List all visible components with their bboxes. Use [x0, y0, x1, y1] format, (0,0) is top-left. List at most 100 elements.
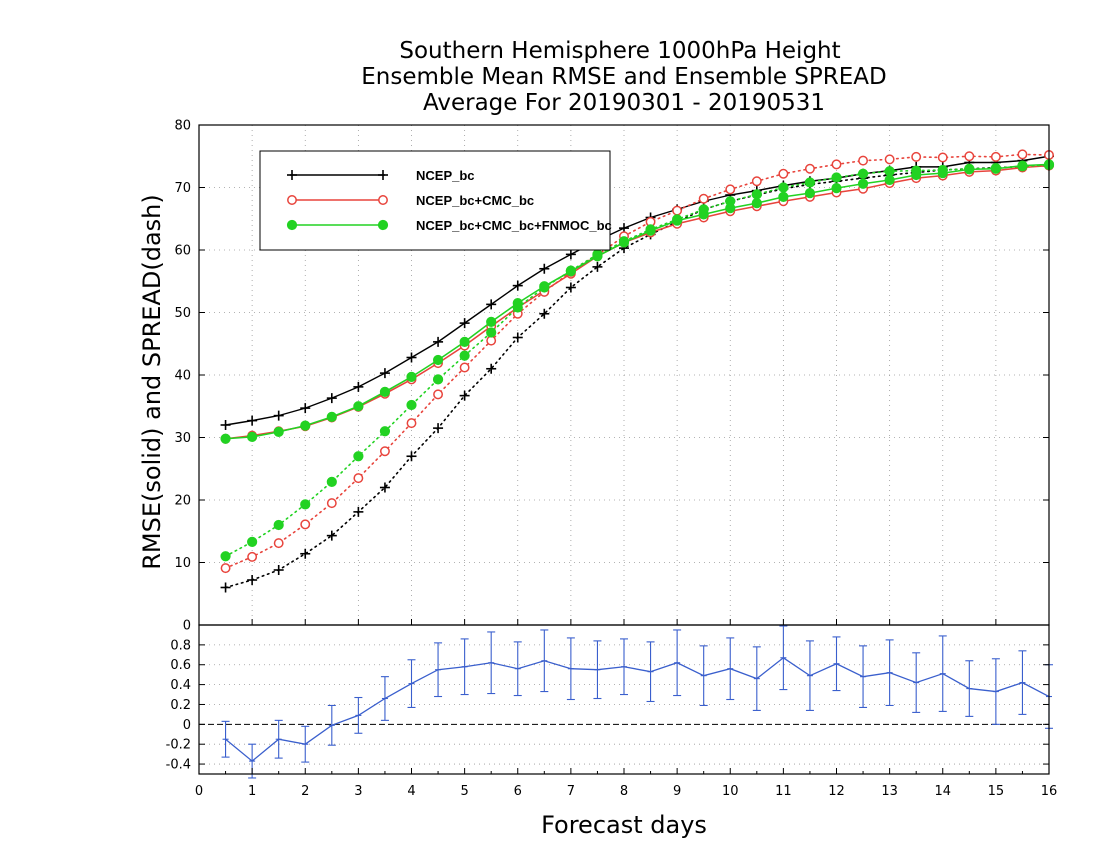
series-3-rmse-point-24 — [857, 178, 869, 189]
x-axis-label: Forecast days — [541, 811, 707, 839]
legend-entry-2: NCEP_bc+CMC_bc — [287, 193, 534, 208]
x-tick-label-9: 9 — [673, 784, 681, 799]
diff-y-tick-label-2: 0 — [183, 718, 191, 733]
series-2-spread-point-29 — [990, 151, 1001, 162]
diff-error-bar-26 — [912, 652, 921, 713]
series-2-spread-point-30 — [1017, 149, 1028, 160]
series-2-spread-point-1 — [247, 551, 258, 562]
diff-error-bar-30 — [1018, 650, 1027, 715]
chart-title-line-3: Average For 20190301 - 20190531 — [423, 90, 825, 116]
diff-error-bar-9 — [460, 638, 469, 696]
diff-error-bar-4 — [327, 704, 336, 746]
series-1-spread-point-6 — [379, 482, 390, 493]
series-2-spread-point-2 — [273, 538, 284, 549]
diff-y-tick-label-6: 0.8 — [170, 638, 191, 653]
series-3-spread-point-1 — [247, 536, 258, 547]
series-2-spread-point-24 — [858, 155, 869, 166]
series-2-spread-point-4 — [326, 498, 337, 509]
diff-error-bar-13 — [566, 637, 575, 701]
legend-marker-start-1 — [287, 170, 297, 180]
series-1-spread-point-9 — [459, 390, 470, 401]
legend-label-2: NCEP_bc+CMC_bc — [416, 193, 534, 208]
series-1-spread-point-1 — [247, 575, 258, 585]
diff-error-bar-16 — [646, 641, 655, 703]
series-3-rmse-point-25 — [884, 174, 895, 186]
series-3-rmse-point-1 — [247, 431, 258, 442]
x-tick-label-2: 2 — [301, 784, 309, 799]
diff-error-bar-21 — [779, 625, 788, 691]
x-tick-label-6: 6 — [514, 784, 522, 799]
diff-line — [225, 656, 1050, 762]
series-3-spread-point-7 — [406, 399, 417, 411]
series-3-spread-point-30 — [1017, 161, 1028, 172]
series-2-spread-point-26 — [911, 151, 922, 162]
series-2-spread-point-28 — [964, 151, 975, 162]
y-tick-label-50: 50 — [174, 306, 191, 321]
series-3-spread-point-9 — [459, 350, 470, 361]
x-tick-label-15: 15 — [988, 784, 1005, 799]
series-3-rmse-point-9 — [459, 336, 470, 347]
series-3-spread-point-6 — [379, 426, 391, 437]
x-tick-label-16: 16 — [1041, 784, 1058, 799]
series-1-spread-point-14 — [592, 261, 603, 272]
diff-error-bar-14 — [593, 640, 602, 700]
x-tick-label-10: 10 — [722, 784, 739, 799]
series-1-rmse-point-6 — [379, 368, 390, 379]
diff-y-tick-label-4: 0.4 — [170, 678, 191, 693]
series-3-spread-point-4 — [326, 476, 337, 487]
diff-error-bar-23 — [832, 636, 841, 692]
series-3-spread-point-16 — [645, 224, 656, 235]
y-tick-label-40: 40 — [174, 369, 191, 384]
series-3-spread-point-29 — [990, 163, 1001, 174]
series-1-spread-point-2 — [273, 565, 284, 575]
x-tick-label-8: 8 — [620, 784, 628, 799]
diff-error-bar-11 — [513, 641, 522, 697]
series-1-spread-point-8 — [433, 423, 444, 434]
diff-error-bar-5 — [354, 696, 363, 734]
y-tick-label-20: 20 — [174, 494, 191, 509]
series-2-spread-point-9 — [459, 362, 470, 373]
x-tick-label-4: 4 — [407, 784, 415, 799]
legend-entry-1: NCEP_bc — [287, 168, 475, 183]
series-3-spread-point-10 — [486, 327, 497, 338]
diff-error-bar-12 — [540, 629, 549, 693]
series-2-spread-point-17 — [672, 205, 683, 216]
series-1-rmse-point-1 — [247, 415, 258, 426]
legend-marker-start-2 — [287, 195, 297, 205]
series-3-rmse-point-21 — [778, 191, 789, 202]
x-tick-label-3: 3 — [354, 784, 362, 799]
diff-error-bar-0 — [221, 720, 230, 758]
x-tick-label-1: 1 — [248, 784, 256, 799]
series-2-spread-point-23 — [831, 159, 842, 170]
y-tick-label-80: 80 — [174, 119, 191, 134]
diff-error-bar-10 — [487, 631, 496, 695]
diff-y-tick-label-5: 0.6 — [170, 658, 191, 673]
x-tick-label-5: 5 — [460, 784, 468, 799]
series-1-rmse-point-3 — [300, 403, 311, 414]
series-3-spread-point-28 — [964, 163, 975, 174]
diff-error-bar-2 — [274, 719, 283, 759]
diff-error-bar-15 — [620, 638, 628, 696]
series-3-spread-point-5 — [353, 451, 364, 462]
series-2-spread-point-6 — [379, 446, 390, 457]
series-3-spread-point-24 — [857, 168, 869, 179]
series-3-rmse-point-23 — [831, 183, 842, 194]
series-3-rmse-point-7 — [406, 371, 417, 382]
main-y-axis: 10 20 30 40 50 60 70 80 0 — [174, 119, 1049, 634]
series-1-rmse-point-8 — [433, 336, 444, 347]
diff-error-bar-25 — [885, 639, 894, 707]
difference-panel: -0.4 -0.2 0 0.2 0.4 0.6 0.8 — [166, 624, 1053, 779]
series-1-rmse-point-12 — [539, 263, 550, 274]
series-3-spread-point-27 — [937, 164, 948, 176]
series-3-spread-point-21 — [778, 182, 789, 193]
legend: NCEP_bc NCEP_bc+CMC_bc NCEP_bc+CMC_bc+FNMO… — [259, 150, 612, 251]
x-tick-label-13: 13 — [881, 784, 898, 799]
series-3-rmse-point-2 — [273, 426, 284, 437]
series-3 — [220, 159, 1055, 562]
diff-error-bar-6 — [380, 676, 389, 721]
series-3-spread-point-8 — [432, 374, 444, 385]
legend-label-1: NCEP_bc — [416, 168, 475, 183]
diff-error-bar-3 — [301, 725, 310, 763]
series-1-spread-point-0 — [220, 582, 231, 593]
